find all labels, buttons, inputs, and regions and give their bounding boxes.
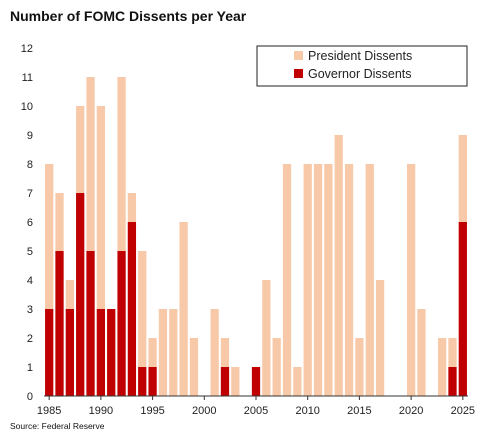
x-tick-label-1990: 1990 <box>89 405 113 417</box>
bar-president-2001 <box>210 309 219 396</box>
bar-president-2008 <box>282 164 292 396</box>
bar-governor-1988 <box>76 193 85 396</box>
y-tick-label-7: 7 <box>27 188 33 200</box>
bar-governor-2024 <box>448 367 457 396</box>
bar-governor-2005 <box>251 367 261 396</box>
legend: President Dissents Governor Dissents <box>256 45 468 87</box>
bar-governor-1992 <box>117 251 126 396</box>
bar-president-1989 <box>86 77 95 251</box>
bar-president-1996 <box>158 309 168 396</box>
x-tick-label-2010: 2010 <box>295 405 319 417</box>
bar-president-2012 <box>324 164 333 396</box>
bar-president-2002 <box>220 338 230 367</box>
legend-swatch-governor <box>294 69 303 78</box>
bar-president-2009 <box>293 367 302 396</box>
y-tick-label-4: 4 <box>27 275 33 287</box>
y-tick-label-8: 8 <box>27 159 33 171</box>
bar-president-1987 <box>65 280 74 309</box>
x-tick-label-1995: 1995 <box>140 405 164 417</box>
bar-president-1993 <box>127 193 137 222</box>
bar-president-1992 <box>117 77 126 251</box>
y-tick-label-2: 2 <box>27 333 33 345</box>
bar-president-2010 <box>303 164 312 396</box>
bar-governor-1986 <box>55 251 64 396</box>
y-tick-label-0: 0 <box>27 391 33 403</box>
bar-president-1995 <box>148 338 157 367</box>
bar-president-1999 <box>189 338 199 396</box>
bar-president-1990 <box>96 106 106 309</box>
bar-president-1994 <box>138 251 147 367</box>
bar-president-1997 <box>169 309 178 396</box>
bar-president-2006 <box>262 280 271 396</box>
bar-president-2015 <box>355 338 364 396</box>
y-tick-label-10: 10 <box>21 101 33 113</box>
legend-label-president: President Dissents <box>308 49 412 63</box>
bar-president-1988 <box>76 106 85 193</box>
bar-governor-1993 <box>127 222 137 396</box>
bar-president-2016 <box>365 164 374 396</box>
bar-governor-1989 <box>86 251 95 396</box>
bar-president-2014 <box>344 164 354 396</box>
bar-governor-2025 <box>458 222 467 396</box>
bar-governor-1994 <box>138 367 147 396</box>
bar-president-2024 <box>448 338 457 367</box>
bar-president-2003 <box>231 367 240 396</box>
y-tick-label-1: 1 <box>27 362 33 374</box>
y-tick-label-6: 6 <box>27 217 33 229</box>
bar-governor-1991 <box>107 309 116 396</box>
x-tick-label-2015: 2015 <box>347 405 371 417</box>
x-tick-label-2005: 2005 <box>244 405 268 417</box>
bar-president-2023 <box>438 338 447 396</box>
bar-governor-1987 <box>65 309 74 396</box>
bar-governor-2002 <box>220 367 230 396</box>
bar-president-2011 <box>313 164 323 396</box>
y-tick-label-5: 5 <box>27 246 33 258</box>
bar-president-2007 <box>272 338 281 396</box>
bar-president-1985 <box>45 164 54 309</box>
x-tick-label-1985: 1985 <box>37 405 61 417</box>
x-tick-label-2000: 2000 <box>192 405 216 417</box>
y-tick-label-11: 11 <box>22 72 33 84</box>
x-tick-label-2020: 2020 <box>399 405 423 417</box>
bar-president-1998 <box>179 222 188 396</box>
bar-president-2017 <box>375 280 385 396</box>
bar-president-1986 <box>55 193 64 251</box>
source-note: Source: Federal Reserve <box>10 421 105 431</box>
bars-group <box>45 77 467 396</box>
y-tick-label-3: 3 <box>27 304 33 316</box>
chart-title: Number of FOMC Dissents per Year <box>10 8 247 24</box>
bar-president-2021 <box>417 309 426 396</box>
bar-president-2013 <box>334 135 343 396</box>
legend-label-governor: Governor Dissents <box>308 67 412 81</box>
bar-president-2020 <box>406 164 416 396</box>
y-tick-label-9: 9 <box>27 130 33 142</box>
bar-governor-1995 <box>148 367 157 396</box>
bar-governor-1990 <box>96 309 106 396</box>
bar-governor-1985 <box>45 309 54 396</box>
legend-swatch-president <box>294 51 303 60</box>
bar-president-2025 <box>458 135 467 222</box>
legend-box <box>256 45 468 87</box>
x-tick-label-2025: 2025 <box>451 405 475 417</box>
y-tick-label-12: 12 <box>21 43 33 55</box>
